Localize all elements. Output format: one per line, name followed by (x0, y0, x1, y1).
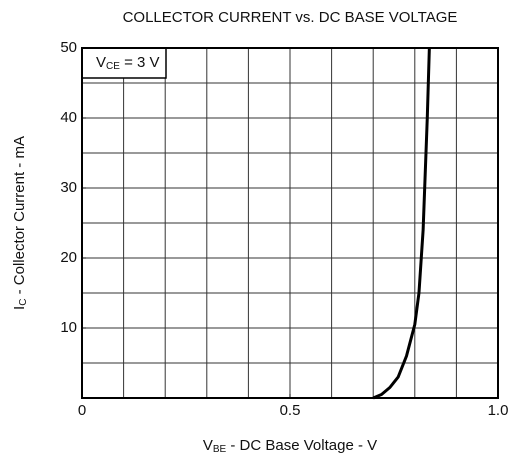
y-axis-label: IC - Collector Current - mA (11, 136, 29, 310)
y-tick-label: 20 (60, 249, 77, 266)
x-tick-label: 0 (78, 402, 86, 419)
plot-frame (81, 47, 499, 399)
y-tick-label: 40 (60, 109, 77, 126)
annotation-part: V (96, 54, 106, 71)
annotation-part: CE (106, 61, 120, 72)
x-tick-label: 1.0 (488, 402, 509, 419)
x-tick-label: 0.5 (280, 402, 301, 419)
y-tick-label: 10 (60, 319, 77, 336)
line-series (372, 47, 431, 400)
chart-title: COLLECTOR CURRENT vs. DC BASE VOLTAGE (123, 9, 458, 26)
annotation-box (81, 47, 167, 79)
y-tick-label: 30 (60, 179, 77, 196)
annotation: VCE = 3 V (96, 54, 160, 72)
y-tick-label: 50 (60, 39, 77, 56)
x-axis-label: VBE - DC Base Voltage - V (203, 437, 377, 455)
annotation-part: = 3 V (120, 54, 160, 71)
